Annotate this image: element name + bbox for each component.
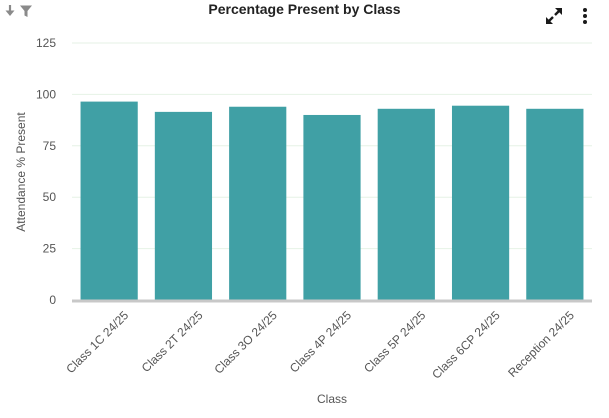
- y-tick-label: 25: [43, 242, 57, 256]
- bar[interactable]: [526, 108, 584, 301]
- x-axis-title: Class: [317, 392, 347, 406]
- vertical-ellipsis-icon[interactable]: [578, 6, 592, 26]
- sort-down-arrow-icon[interactable]: [3, 4, 17, 18]
- bar[interactable]: [229, 106, 287, 301]
- x-tick-label: Class 6CP 24/25: [429, 308, 503, 382]
- bar[interactable]: [377, 108, 435, 301]
- y-axis-title: Attendance % Present: [14, 112, 28, 232]
- y-tick-label: 50: [43, 190, 57, 204]
- x-tick-label: Class 1C 24/25: [63, 308, 131, 376]
- bars: [80, 101, 584, 301]
- y-tick-label: 0: [49, 293, 56, 307]
- expand-arrows-icon[interactable]: [544, 6, 564, 26]
- x-axis-tick-labels: Class 1C 24/25 Class 2T 24/25 Class 3O 24/…: [63, 308, 577, 382]
- x-tick-label: Class 3O 24/25: [211, 308, 280, 377]
- filter-funnel-icon[interactable]: [19, 4, 33, 18]
- x-tick-label: Class 4P 24/25: [287, 308, 355, 376]
- bar[interactable]: [154, 111, 213, 300]
- y-tick-label: 100: [36, 87, 56, 101]
- x-tick-label: Reception 24/25: [505, 308, 577, 380]
- x-tick-label: Class 2T 24/25: [139, 308, 206, 375]
- bar[interactable]: [303, 114, 361, 301]
- x-tick-label: Class 5P 24/25: [361, 308, 429, 376]
- chart-title: Percentage Present by Class: [208, 1, 401, 17]
- y-tick-label: 75: [43, 139, 57, 153]
- bar[interactable]: [80, 101, 138, 300]
- y-tick-label: 125: [36, 36, 56, 50]
- y-axis-tick-labels: 0 25 50 75 100 125: [36, 36, 56, 307]
- bar[interactable]: [451, 105, 510, 300]
